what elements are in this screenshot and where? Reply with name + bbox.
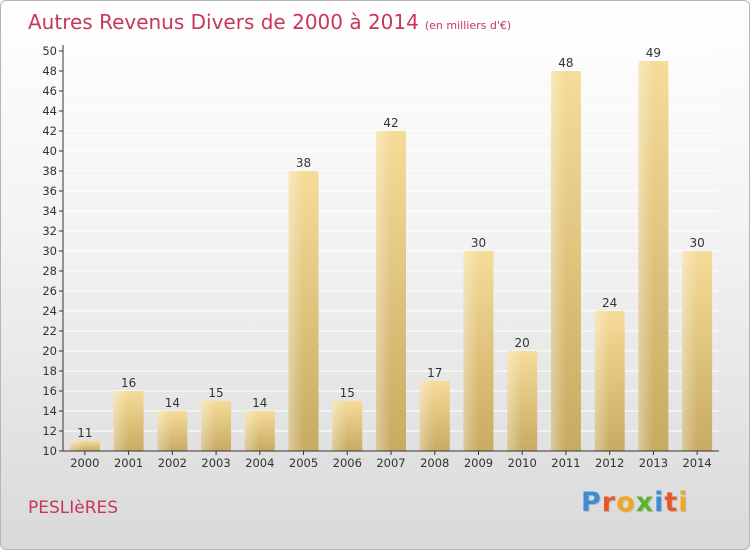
bars [69, 61, 713, 451]
data-label: 16 [121, 376, 136, 390]
data-label: 20 [515, 336, 530, 350]
logo-letter: i [678, 487, 689, 518]
bar-highlight [201, 401, 217, 451]
title-unit: (en milliers d'€) [424, 19, 512, 32]
bar-highlight [550, 71, 566, 451]
y-axis: 10 12 14 16 18 20 22 24 26 28 30 32 34 36 38 40 42 44 46 48… [42, 44, 63, 458]
x-tick-label: 2014 [682, 456, 711, 470]
logo-letter: o [616, 487, 636, 518]
bar-highlight [376, 131, 391, 451]
y-tick-label: 32 [42, 224, 57, 238]
y-tick-label: 38 [42, 164, 57, 178]
logo-letter: i [654, 487, 665, 518]
data-label: 24 [602, 296, 617, 310]
y-tick-label: 22 [42, 324, 57, 338]
data-label: 38 [296, 156, 311, 170]
place-name: PESLIèRES [28, 498, 119, 518]
y-tick-label: 24 [42, 304, 57, 318]
y-tick-label: 34 [42, 204, 57, 218]
x-tick-label: 2001 [114, 456, 143, 470]
data-label: 30 [689, 236, 704, 250]
bar-highlight [594, 311, 610, 451]
x-tick-label: 2000 [70, 456, 99, 470]
x-tick-label: 2013 [639, 456, 668, 470]
y-tick-label: 48 [42, 64, 57, 78]
x-tick-label: 2009 [464, 456, 493, 470]
x-tick-label: 2012 [595, 456, 624, 470]
bar-highlight [113, 391, 129, 451]
y-tick-label: 46 [42, 84, 57, 98]
logo-letter: x [635, 487, 655, 518]
logo-letter: r [601, 487, 617, 518]
bar-highlight [332, 401, 348, 451]
bar-highlight [244, 411, 260, 451]
y-tick-label: 20 [42, 344, 57, 358]
logo-letter: t [664, 487, 679, 518]
y-tick-label: 40 [42, 144, 57, 158]
data-label: 17 [427, 366, 442, 380]
bar-highlight [419, 381, 435, 451]
x-tick-label: 2007 [376, 456, 405, 470]
y-tick-label: 16 [42, 384, 57, 398]
y-tick-label: 26 [42, 284, 57, 298]
bar-highlight [463, 251, 479, 451]
title-text: Autres Revenus Divers de 2000 à 2014 [28, 10, 419, 34]
data-label: 14 [252, 396, 267, 410]
data-label: 49 [646, 46, 661, 60]
logo-letter: P [581, 487, 602, 518]
x-tick-label: 2004 [245, 456, 274, 470]
y-tick-label: 28 [42, 264, 57, 278]
bar-highlight [157, 411, 173, 451]
data-labels: 11 16 14 15 14 38 15 42 17 30 20 48 24 49 30 [77, 46, 705, 440]
y-tick-label: 12 [42, 424, 57, 438]
y-tick-label: 42 [42, 124, 57, 138]
x-tick-label: 2008 [420, 456, 449, 470]
y-tick-label: 44 [42, 104, 57, 118]
x-tick-label: 2006 [333, 456, 362, 470]
bar-highlight [288, 171, 304, 451]
y-tick-label: 10 [42, 444, 57, 458]
y-tick-label: 36 [42, 184, 57, 198]
data-label: 14 [165, 396, 180, 410]
data-label: 15 [208, 386, 223, 400]
y-tick-label: 30 [42, 244, 57, 258]
x-axis: 2000 2001 2002 2003 2004 2005 2006 2007 2008 2009… [70, 451, 712, 470]
x-tick-label: 2005 [289, 456, 318, 470]
data-label: 42 [383, 116, 398, 130]
chart-title: Autres Revenus Divers de 2000 à 2014 (en … [28, 10, 511, 34]
bar-highlight [638, 61, 654, 451]
data-label: 30 [471, 236, 486, 250]
data-label: 48 [558, 56, 573, 70]
data-label: 15 [340, 386, 355, 400]
bar-highlight [682, 251, 698, 451]
proxiti-logo: Proxiti [581, 487, 689, 518]
y-tick-label: 14 [42, 404, 57, 418]
x-tick-label: 2010 [508, 456, 537, 470]
y-tick-label: 18 [42, 364, 57, 378]
y-tick-label: 50 [42, 44, 57, 58]
bar-highlight [507, 351, 523, 451]
bar-highlight [69, 441, 85, 451]
x-tick-label: 2002 [158, 456, 187, 470]
data-label: 11 [77, 426, 92, 440]
x-tick-label: 2003 [201, 456, 230, 470]
x-tick-label: 2011 [551, 456, 580, 470]
